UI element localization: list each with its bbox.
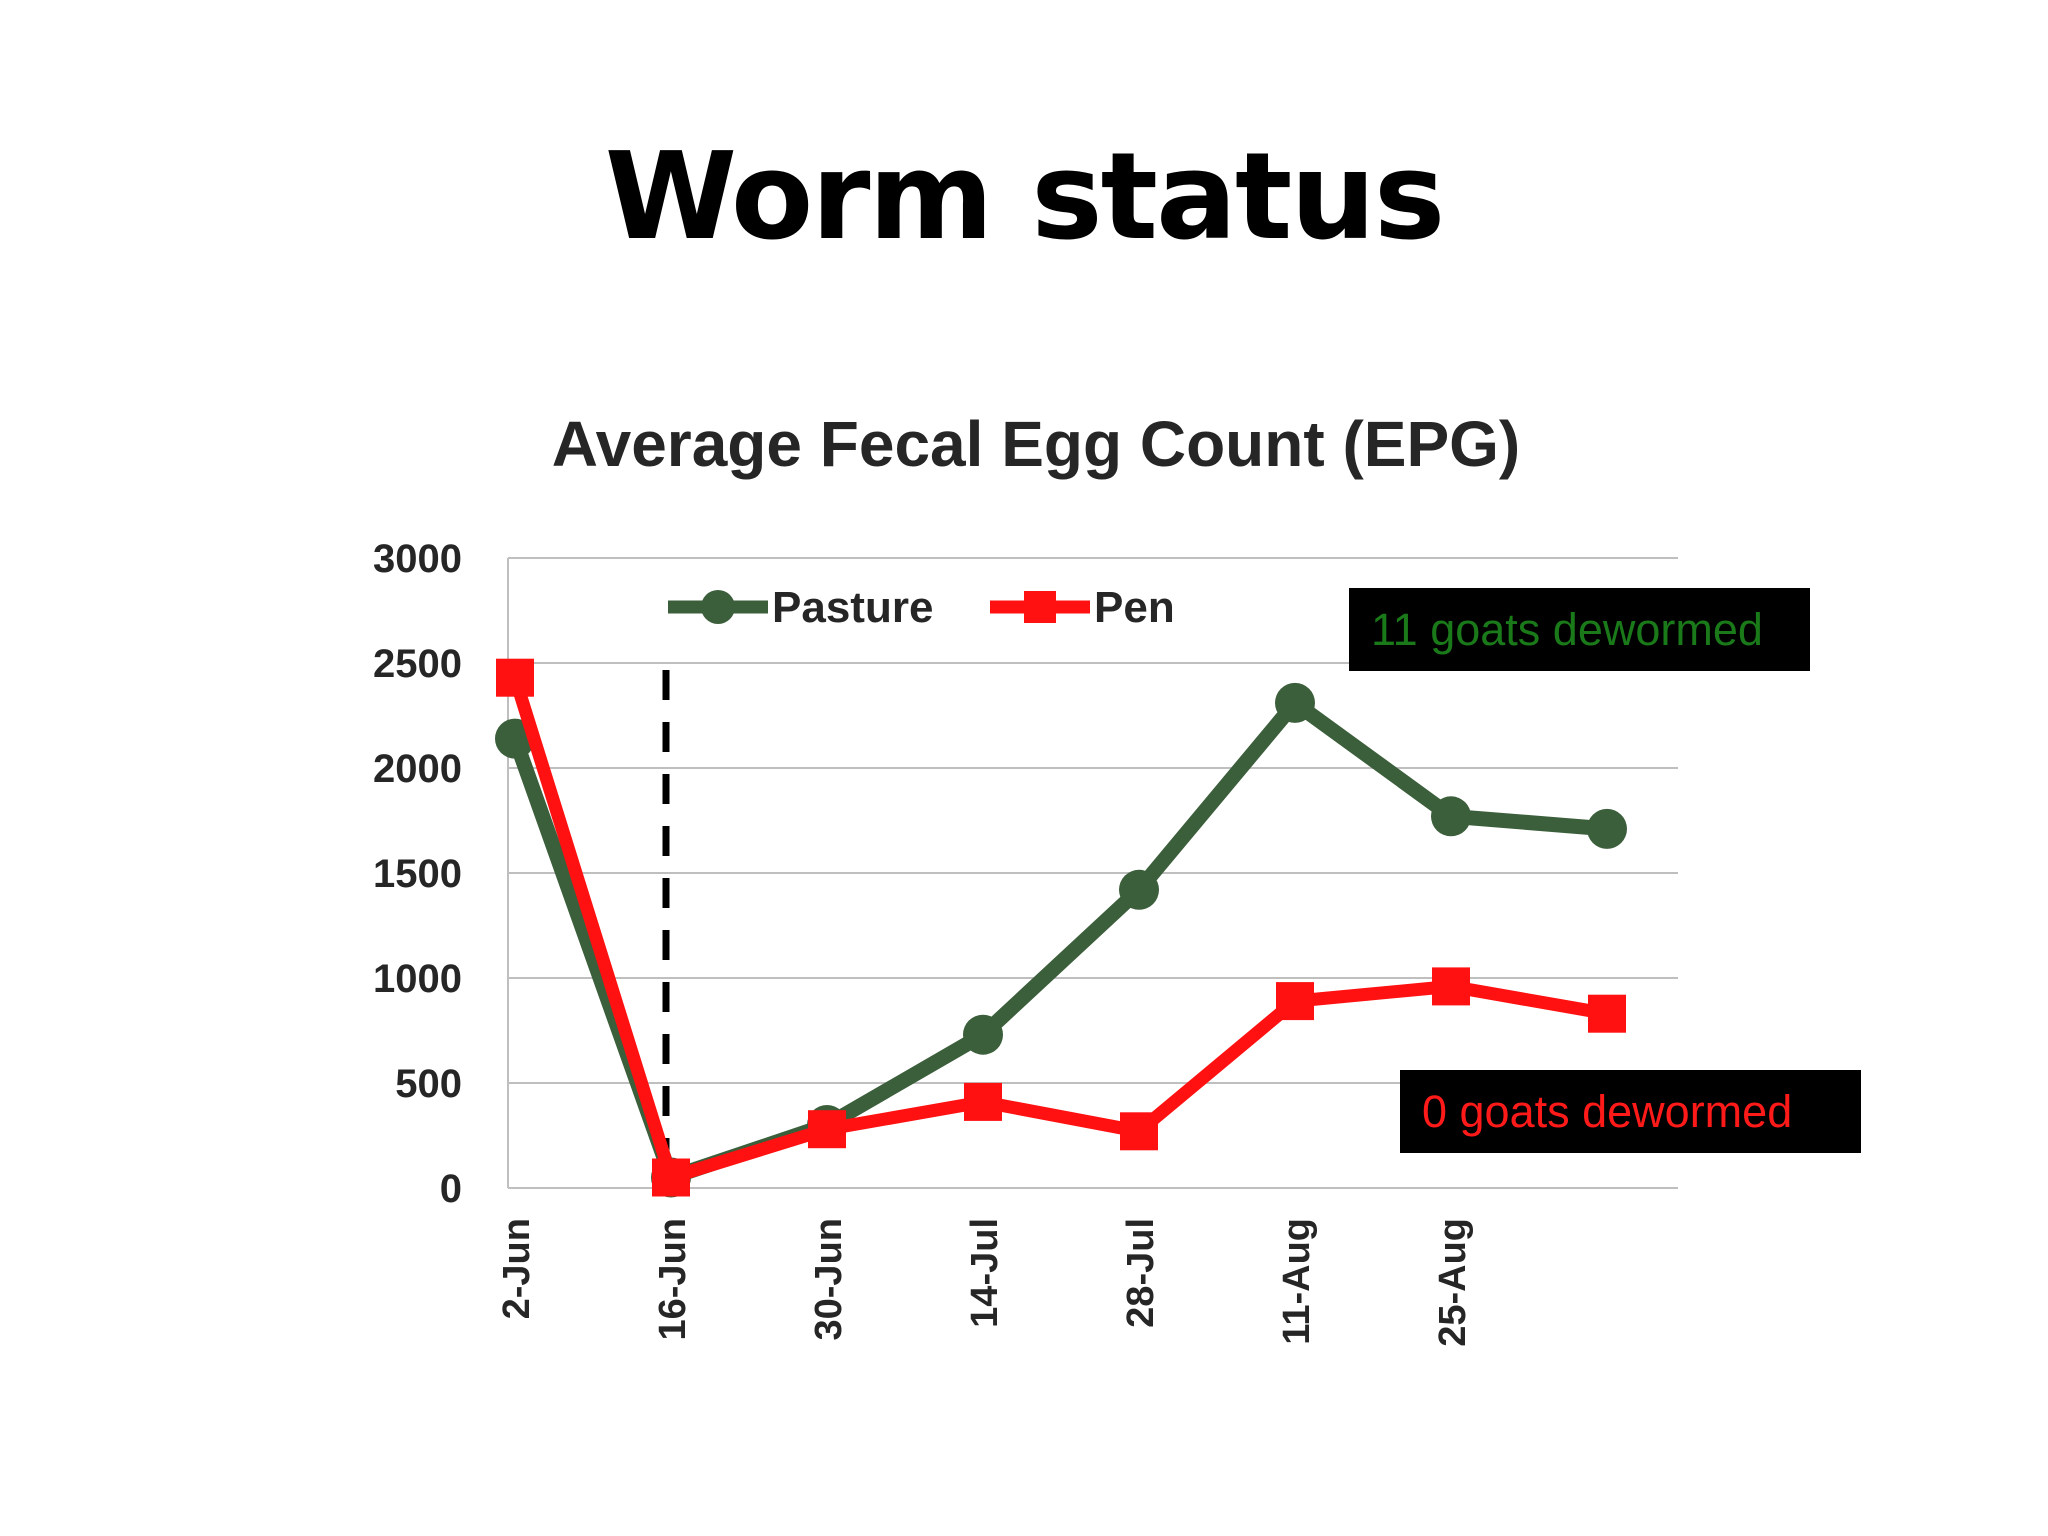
y-tick-label: 1000: [373, 957, 462, 1001]
x-tick-label: 14-Jul: [964, 1218, 1006, 1328]
pen-point: [964, 1082, 1002, 1121]
x-tick-label: 2-Jun: [496, 1218, 538, 1319]
x-tick-label: 25-Aug: [1432, 1218, 1474, 1347]
pen-point: [496, 658, 534, 697]
y-tick-label: 3000: [373, 537, 462, 581]
x-tick-label: 30-Jun: [808, 1218, 850, 1340]
pen-point: [1588, 994, 1626, 1033]
pasture-point: [1431, 796, 1471, 837]
pasture-point: [1275, 682, 1315, 723]
slide-title: Worm status: [604, 128, 1446, 267]
y-tick-label: 2000: [373, 747, 462, 791]
pasture-point: [1587, 808, 1627, 849]
pen-series-line: [508, 675, 1609, 1184]
y-tick-label: 0: [440, 1167, 462, 1211]
pen-deworm-note-text: 0 goats dewormed: [1422, 1086, 1793, 1137]
x-tick-label: 16-Jun: [652, 1218, 694, 1340]
x-tick-label: 28-Jul: [1120, 1218, 1162, 1328]
chart-title: Average Fecal Egg Count (EPG): [552, 408, 1520, 480]
pen-legend-label: Pen: [1094, 583, 1175, 632]
pen-point: [1432, 967, 1470, 1006]
pasture-point: [1119, 869, 1159, 910]
pen-point: [1276, 982, 1314, 1021]
pen-point: [652, 1158, 690, 1197]
pen-point: [808, 1110, 846, 1149]
pasture-point: [963, 1014, 1003, 1055]
pen-legend-marker: [1024, 591, 1056, 623]
y-tick-label: 1500: [373, 852, 462, 896]
pasture-legend-marker: [701, 590, 735, 624]
pasture-deworm-note: 11 goats dewormed: [1349, 588, 1810, 671]
pen-deworm-note: 0 goats dewormed: [1400, 1070, 1861, 1153]
y-tick-label: 2500: [373, 642, 462, 686]
pasture-legend-label: Pasture: [772, 583, 933, 632]
pen-point: [1120, 1112, 1158, 1151]
y-tick-label: 500: [395, 1062, 462, 1106]
x-tick-label: 11-Aug: [1276, 1218, 1318, 1345]
pasture-deworm-note-text: 11 goats dewormed: [1371, 604, 1763, 655]
